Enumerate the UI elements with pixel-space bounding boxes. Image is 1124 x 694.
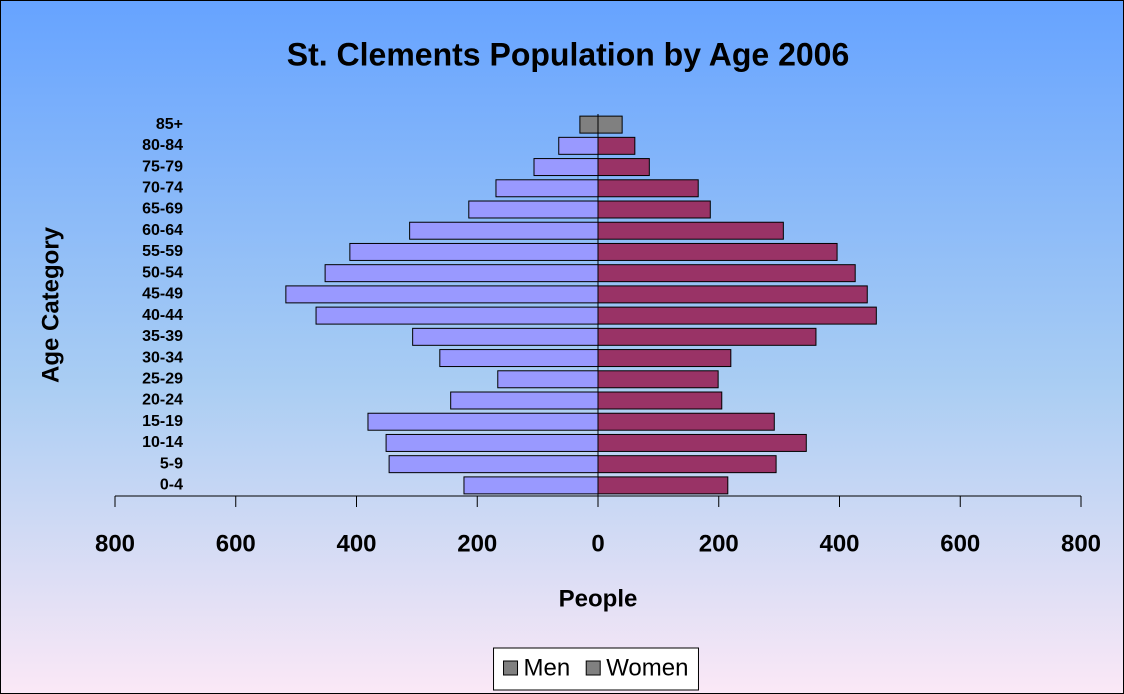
y-tick-label: 10-14	[142, 434, 183, 451]
bar	[495, 179, 599, 198]
y-tick-label: 15-19	[142, 413, 183, 430]
bar	[597, 136, 636, 155]
y-tick-label: 30-34	[142, 349, 183, 366]
bar	[597, 455, 777, 474]
x-tick-label: 400	[336, 530, 376, 557]
legend-swatch	[585, 660, 601, 676]
legend-label: Men	[524, 654, 571, 681]
bar	[597, 264, 856, 283]
x-tick-label: 0	[591, 530, 604, 557]
bar	[439, 349, 599, 368]
bar	[450, 391, 599, 410]
x-tick-label: 200	[457, 530, 497, 557]
bar	[412, 327, 599, 346]
y-tick-label: 0-4	[160, 477, 183, 494]
y-tick-label: 20-24	[142, 392, 183, 409]
bar	[533, 158, 599, 177]
y-tick-label: 80-84	[142, 137, 183, 154]
bar	[597, 221, 784, 240]
bar	[324, 264, 599, 283]
bar	[463, 476, 599, 495]
y-tick-label: 50-54	[142, 264, 183, 281]
bar	[597, 158, 650, 177]
y-tick-label: 60-64	[142, 222, 183, 239]
bar	[597, 433, 807, 452]
bar	[579, 115, 599, 134]
y-tick-label: 65-69	[142, 201, 183, 218]
legend-swatch	[503, 660, 519, 676]
y-tick-label: 40-44	[142, 307, 183, 324]
bar	[388, 455, 599, 474]
bar	[597, 242, 838, 261]
bar	[597, 349, 732, 368]
bar	[409, 221, 599, 240]
y-tick-label: 75-79	[142, 158, 183, 175]
x-tick-label: 600	[216, 530, 256, 557]
x-tick-label: 600	[940, 530, 980, 557]
legend: Men Women	[493, 647, 699, 691]
bar	[597, 306, 877, 325]
y-tick-label: 85+	[156, 116, 183, 133]
y-tick-label: 25-29	[142, 370, 183, 387]
x-tick-label: 200	[699, 530, 739, 557]
bar	[315, 306, 599, 325]
y-tick-label: 70-74	[142, 179, 183, 196]
y-tick-label: 55-59	[142, 243, 183, 260]
bar	[349, 242, 599, 261]
bar	[597, 179, 699, 198]
bar	[468, 200, 599, 219]
bar	[597, 476, 729, 495]
chart-title: St. Clements Population by Age 2006	[287, 36, 850, 72]
y-tick-label: 35-39	[142, 328, 183, 345]
bar	[558, 136, 599, 155]
x-tick-label: 400	[819, 530, 859, 557]
bar	[597, 285, 868, 304]
y-tick-label: 45-49	[142, 286, 183, 303]
x-tick-label: 800	[1061, 530, 1101, 557]
bar	[367, 412, 599, 431]
bar	[597, 200, 711, 219]
bar	[285, 285, 599, 304]
x-axis-title: People	[559, 585, 638, 612]
bar	[385, 433, 599, 452]
bar	[597, 370, 719, 389]
bar	[497, 370, 599, 389]
legend-label: Women	[606, 654, 688, 681]
bar	[597, 327, 817, 346]
y-axis-title: Age Category	[37, 226, 64, 383]
bar	[597, 412, 775, 431]
bar	[597, 115, 623, 134]
y-tick-label: 5-9	[160, 455, 183, 472]
bar	[597, 391, 723, 410]
x-tick-label: 800	[95, 530, 135, 557]
